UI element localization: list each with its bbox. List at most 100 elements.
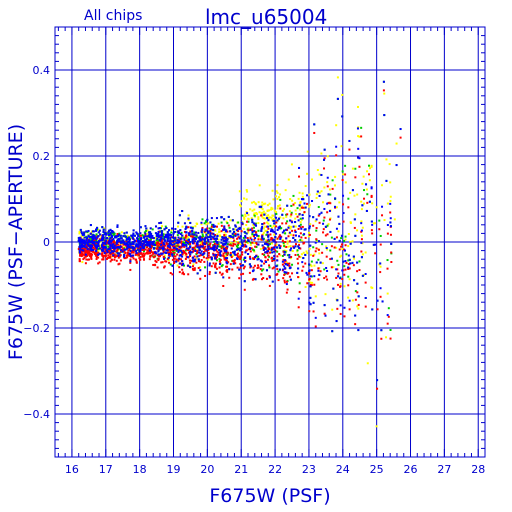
data-point: [147, 241, 150, 244]
data-point: [299, 256, 302, 259]
data-point: [261, 225, 264, 228]
data-point: [204, 245, 207, 248]
data-point: [97, 249, 100, 252]
data-point: [93, 247, 96, 250]
data-point: [189, 261, 192, 264]
data-point: [255, 242, 258, 245]
data-point: [325, 255, 328, 258]
data-point: [148, 258, 151, 261]
data-point: [166, 249, 169, 252]
data-point: [142, 248, 145, 251]
data-point: [116, 240, 119, 243]
data-point: [78, 239, 81, 242]
data-point: [312, 301, 315, 304]
data-point: [108, 240, 111, 243]
data-point: [83, 256, 86, 259]
data-point: [233, 261, 236, 264]
data-point: [151, 251, 154, 254]
data-point: [148, 233, 151, 236]
data-point: [290, 247, 293, 250]
data-point: [157, 244, 160, 247]
data-point: [84, 241, 87, 244]
data-point: [207, 231, 210, 234]
data-point: [154, 252, 157, 255]
data-point: [360, 256, 363, 259]
data-point: [109, 253, 112, 256]
data-point: [141, 243, 144, 246]
data-point: [256, 234, 259, 237]
data-point: [239, 242, 242, 245]
data-point: [362, 202, 365, 205]
x-tick-label: 19: [167, 463, 181, 476]
data-point: [241, 214, 244, 217]
data-point: [262, 268, 265, 271]
data-point: [87, 241, 90, 244]
data-point: [308, 233, 311, 236]
data-point: [203, 222, 206, 225]
data-point: [264, 217, 267, 220]
data-point: [209, 247, 212, 250]
data-point: [264, 202, 267, 205]
data-point: [324, 314, 327, 317]
data-point: [182, 262, 185, 265]
data-point: [376, 308, 379, 311]
data-point: [255, 255, 258, 258]
data-point: [101, 258, 104, 261]
data-point: [335, 124, 338, 127]
data-point: [175, 247, 178, 250]
data-point: [353, 257, 356, 260]
data-point: [156, 254, 159, 257]
data-point: [101, 243, 104, 246]
data-point: [222, 228, 225, 231]
data-point: [171, 258, 174, 261]
data-point: [85, 242, 88, 245]
data-point: [163, 239, 166, 242]
data-point: [326, 211, 329, 214]
data-point: [275, 211, 278, 214]
data-point: [247, 218, 250, 221]
data-point: [188, 264, 191, 267]
data-point: [94, 236, 97, 239]
data-point: [339, 312, 342, 315]
data-point: [78, 249, 81, 252]
data-point: [224, 251, 227, 254]
data-point: [109, 231, 112, 234]
data-point: [130, 234, 133, 237]
data-point: [95, 249, 98, 252]
data-point: [98, 261, 101, 264]
data-point: [336, 259, 339, 262]
data-point: [313, 253, 316, 256]
data-point: [128, 246, 131, 249]
data-point: [278, 235, 281, 238]
data-point: [122, 246, 125, 249]
data-point: [315, 247, 318, 250]
data-point: [324, 293, 327, 296]
data-point: [96, 226, 99, 229]
data-point: [347, 197, 350, 200]
data-point: [192, 238, 195, 241]
data-point: [216, 233, 219, 236]
data-point: [293, 246, 296, 249]
data-point: [357, 303, 360, 306]
data-point: [260, 229, 263, 232]
data-point: [173, 239, 176, 242]
data-point: [258, 205, 261, 208]
data-point: [158, 222, 161, 225]
data-point: [260, 205, 263, 208]
data-point: [239, 205, 242, 208]
data-point: [149, 231, 152, 234]
data-point: [344, 244, 347, 247]
data-point: [328, 188, 331, 191]
data-point: [165, 242, 168, 245]
data-point: [91, 235, 94, 238]
data-point: [313, 131, 316, 134]
data-point: [169, 238, 172, 241]
data-point: [219, 258, 222, 261]
data-point: [283, 250, 286, 253]
data-point: [122, 239, 125, 242]
data-point: [176, 225, 179, 228]
data-point: [90, 256, 93, 259]
data-point: [300, 206, 303, 209]
data-point: [225, 242, 228, 245]
data-point: [271, 280, 274, 283]
